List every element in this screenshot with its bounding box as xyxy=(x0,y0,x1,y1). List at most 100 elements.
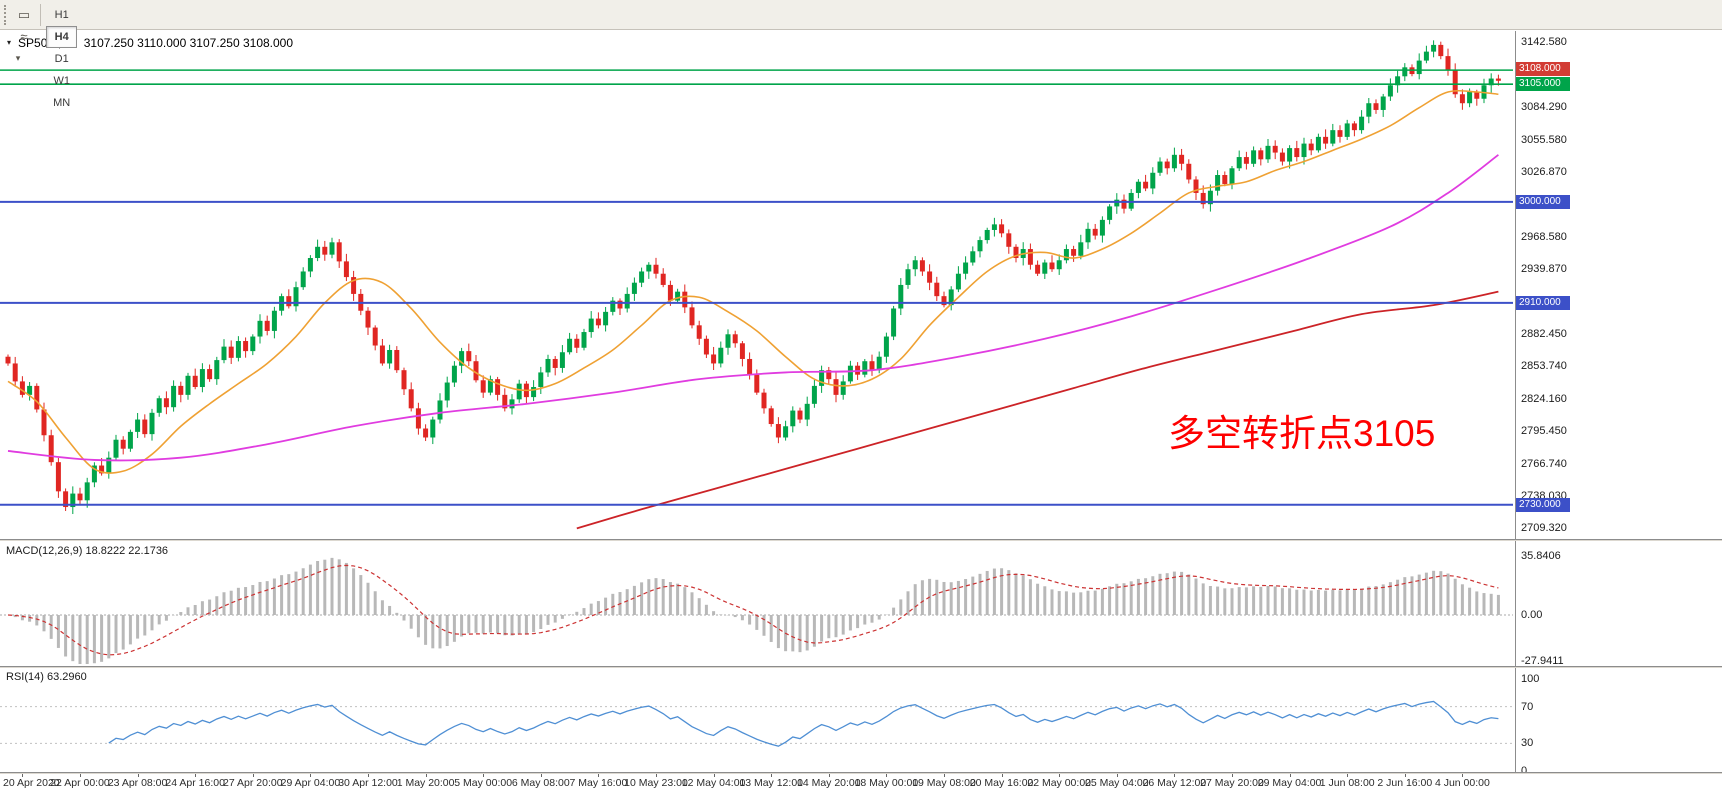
time-axis-label: 18 May 00:00 xyxy=(854,777,919,789)
time-axis-tick xyxy=(828,773,830,777)
time-axis-tick xyxy=(80,773,81,777)
time-axis-border xyxy=(0,772,1722,774)
hline-tag-3105: 3105.000 xyxy=(1516,77,1570,92)
time-axis-label: 12 May 04:00 xyxy=(681,777,746,789)
hline-tag-2730: 2730.000 xyxy=(1516,497,1570,512)
time-axis-tick xyxy=(1116,773,1118,777)
time-axis-tick xyxy=(598,773,600,777)
time-axis-tick xyxy=(1404,773,1406,777)
time-axis-tick xyxy=(886,773,888,777)
time-axis-tick xyxy=(656,773,657,777)
time-axis-label: 6 May 08:00 xyxy=(511,777,570,789)
price-axis-label: 3055.580 xyxy=(1521,133,1567,146)
price-axis-label: 2766.740 xyxy=(1521,457,1567,470)
price-axis-label: 2939.870 xyxy=(1521,263,1567,276)
time-axis-tick xyxy=(425,773,427,777)
price-axis-label: 2853.740 xyxy=(1521,359,1567,372)
time-axis-tick xyxy=(137,773,139,777)
toolbar-separator xyxy=(40,3,41,26)
time-axis-label: 27 Apr 20:00 xyxy=(223,777,283,789)
macd-layer xyxy=(0,557,1513,664)
time-axis-label: 30 Apr 12:00 xyxy=(338,777,398,789)
time-axis-label: 19 May 08:00 xyxy=(912,777,976,789)
timeframe-button-h4[interactable]: H4 xyxy=(46,25,78,48)
ma-slow-line xyxy=(576,290,1499,530)
rsi-axis-label: 100 xyxy=(1521,673,1540,685)
indicators-icon[interactable]: ≈ xyxy=(20,29,28,44)
symbol-dropdown-icon[interactable]: ▾ xyxy=(7,38,12,47)
time-axis-label: 2 Jun 16:00 xyxy=(1377,777,1433,789)
time-axis-tick xyxy=(1174,773,1176,777)
chart-ohlc-values: 3107.250 3110.000 3107.250 3108.000 xyxy=(83,36,294,50)
candles-layer xyxy=(5,40,1501,515)
time-axis-label: 1 Jun 08:00 xyxy=(1319,777,1375,789)
price-axis-label: 3084.290 xyxy=(1521,101,1567,114)
macd-axis-label: 35.8406 xyxy=(1521,550,1561,562)
chart-annotation: 多空转折点3105 xyxy=(1168,413,1436,454)
time-axis-tick xyxy=(368,773,369,777)
time-axis-tick xyxy=(540,773,542,777)
time-axis-label: 24 Apr 16:00 xyxy=(165,777,225,789)
time-axis-tick xyxy=(713,773,715,777)
time-axis-tick xyxy=(195,773,197,777)
time-axis-label: 4 Jun 00:00 xyxy=(1434,777,1490,789)
macd-axis-label: -27.9411 xyxy=(1521,654,1564,667)
toolbar-grip[interactable] xyxy=(4,4,8,25)
price-axis-label: 2795.450 xyxy=(1521,425,1567,438)
time-axis-label: 10 May 23:00 xyxy=(624,777,688,789)
hline-tag-3000: 3000.000 xyxy=(1516,194,1570,209)
time-axis-tick xyxy=(22,773,24,777)
time-axis-label: 14 May 20:00 xyxy=(796,777,861,789)
time-axis-tick xyxy=(1001,773,1003,777)
rsi-axis-label: 70 xyxy=(1521,700,1534,713)
time-axis-tick xyxy=(1347,773,1349,777)
time-axis-label: 22 Apr 00:00 xyxy=(50,777,110,789)
time-axis-tick xyxy=(483,773,485,777)
price-axis-label: 2709.320 xyxy=(1521,521,1567,534)
time-axis-label: 27 May 20:00 xyxy=(1200,777,1264,789)
time-axis-label: 29 May 04:00 xyxy=(1257,777,1322,789)
last-price-tag: 3108.000 xyxy=(1516,62,1570,77)
dropdown-caret-icon[interactable]: ▾ xyxy=(15,53,21,63)
macd-label: MACD(12,26,9) 18.8222 22.1736 xyxy=(6,545,169,557)
time-axis-label: 1 May 20:00 xyxy=(396,777,455,789)
panel-separator-rsi[interactable] xyxy=(0,666,1722,668)
timeframe-button-mn[interactable]: MN xyxy=(53,96,71,109)
time-axis-label: 25 May 04:00 xyxy=(1084,777,1149,789)
price-axis-label: 3026.870 xyxy=(1521,165,1567,178)
time-axis-tick xyxy=(1289,773,1291,777)
hline-tag-2910: 2910.000 xyxy=(1516,295,1570,310)
ma-fast-line xyxy=(7,89,1499,474)
price-axis-border xyxy=(1515,31,1516,773)
rsi-layer xyxy=(0,700,1513,747)
ma-mid-line xyxy=(7,154,1499,462)
time-axis-tick xyxy=(1059,773,1061,777)
time-axis-label: 5 May 00:00 xyxy=(454,777,513,789)
timeframe-button-h1[interactable]: H1 xyxy=(54,8,69,21)
timeframe-button-group: M1M5M15M30H1H4D1W1MN xyxy=(45,0,78,114)
label-icon[interactable]: ▭ xyxy=(17,6,31,22)
time-axis-tick xyxy=(1462,773,1464,777)
price-axis-label: 2882.450 xyxy=(1521,327,1567,340)
price-axis-label: 2968.580 xyxy=(1521,231,1567,244)
panel-separator-macd[interactable] xyxy=(0,539,1722,541)
time-axis-label: 22 May 00:00 xyxy=(1027,777,1092,789)
macd-signal-line xyxy=(7,564,1499,656)
time-axis-label: 29 Apr 04:00 xyxy=(280,777,341,789)
time-axis-label: 20 May 16:00 xyxy=(969,777,1034,789)
price-axis-label: 2824.160 xyxy=(1521,393,1567,406)
time-axis-tick xyxy=(310,773,312,777)
rsi-label: RSI(14) 63.2960 xyxy=(6,671,87,683)
time-axis-tick xyxy=(1232,773,1233,777)
time-axis-label: 13 May 12:00 xyxy=(739,777,804,789)
time-axis-tick xyxy=(771,773,773,777)
time-axis-tick xyxy=(944,773,945,777)
price-axis-label: 3142.580 xyxy=(1521,36,1567,48)
main-toolbar: ▥A▭≈▾ M1M5M15M30H1H4D1W1MN xyxy=(0,0,1722,109)
macd-axis-label: 0.00 xyxy=(1521,609,1543,621)
time-axis-label: 7 May 16:00 xyxy=(569,777,628,789)
timeframe-button-d1[interactable]: D1 xyxy=(54,52,69,65)
timeframe-button-w1[interactable]: W1 xyxy=(53,74,70,87)
